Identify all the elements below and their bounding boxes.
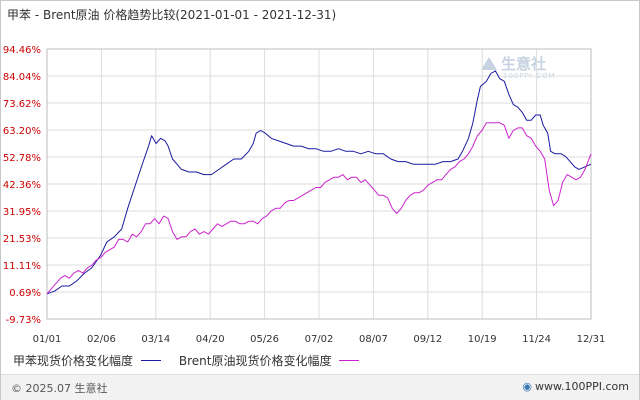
footer: © 2025.07 生意社 ◉ www.100PPI.com [1,374,639,400]
y-tick-label: -9.73% [6,315,41,326]
horizontal-gridlines [46,48,592,320]
x-axis-tick-labels: 01/01 02/06 03/14 04/20 05/26 07/02 08/07 09/12… [33,334,606,345]
watermark-name: 生意社 [501,55,547,73]
x-tick-label: 01/01 [33,334,62,345]
y-tick-label: 84.04% [3,72,41,83]
series-line-toluene [46,70,592,295]
y-tick-label: 73.62% [3,99,41,110]
x-tick-label: 02/06 [87,334,116,345]
legend-item-brent: Brent原油现货价格变化幅度 [179,352,360,369]
y-tick-label: 42.36% [3,180,41,191]
x-tick-label: 07/02 [305,334,334,345]
site-link[interactable]: ◉ www.100PPI.com [522,380,629,393]
x-tick-label: 10/19 [468,334,497,345]
y-tick-label: 11.11% [3,261,41,272]
chart-title: 甲苯 - Brent原油 价格趋势比较(2021-01-01 - 2021-12… [7,8,337,22]
x-tick-label: 03/14 [141,334,170,345]
y-tick-label: 31.95% [3,207,41,218]
x-tick-label: 08/07 [359,334,388,345]
x-tick-label: 09/12 [413,334,442,345]
legend-item-toluene: 甲苯现货价格变化幅度 [13,352,162,369]
legend-swatch-brent [339,360,360,361]
legend-label-brent: Brent原油现货价格变化幅度 [178,354,332,368]
x-tick-label: 11/24 [522,334,551,345]
logo-icon [481,57,497,70]
legend-label-toluene: 甲苯现货价格变化幅度 [13,354,134,368]
y-tick-label: 0.69% [9,288,41,299]
y-tick-label: 52.78% [3,153,41,164]
site-url: www.100PPI.com [535,380,629,393]
legend-swatch-toluene [141,360,162,361]
series-lines [46,70,592,295]
x-tick-label: 12/31 [577,334,606,345]
x-tick-label: 05/26 [250,334,279,345]
legend: 甲苯现货价格变化幅度 Brent原油现货价格变化幅度 [13,352,373,369]
y-tick-label: 63.20% [3,126,41,137]
copyright-text: © 2025.07 生意社 [11,382,108,395]
y-axis-tick-labels: 94.46% 84.04% 73.62% 63.20% 52.78% 42.36% 31.9… [3,45,41,326]
series-line-brent [46,122,592,295]
x-tick-label: 04/20 [196,334,225,345]
globe-icon: ◉ [522,380,533,393]
y-tick-label: 94.46% [3,45,41,56]
plot-border [46,48,592,320]
y-tick-label: 21.53% [3,234,41,245]
